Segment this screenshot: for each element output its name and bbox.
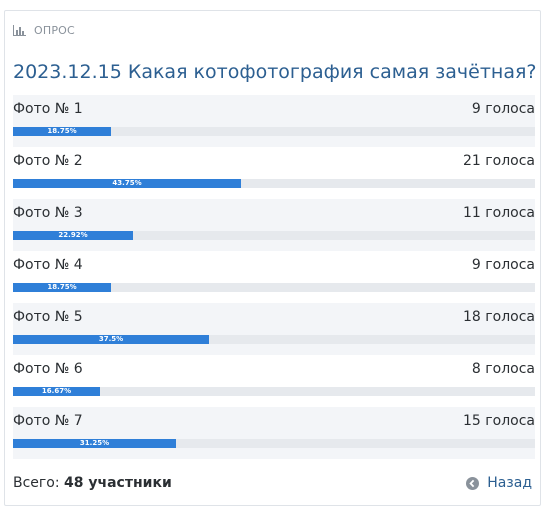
- progress-percent: 43.75%: [112, 179, 142, 187]
- option-votes: 9 голоса: [471, 101, 535, 117]
- progress-fill: 31.25%: [13, 439, 176, 448]
- progress-track: 22.92%: [13, 231, 535, 240]
- poll-title: 2023.12.15 Какая котофотография самая за…: [13, 61, 537, 83]
- option-label: Фото № 1: [13, 101, 83, 117]
- progress-track: 18.75%: [13, 283, 535, 292]
- poll-option: Фото № 2 21 голоса 43.75%: [13, 147, 535, 199]
- poll-header: ОПРОС: [13, 24, 75, 37]
- progress-fill: 37.5%: [13, 335, 209, 344]
- total-participants: Всего: 48 участники: [13, 475, 172, 491]
- poll-header-label: ОПРОС: [34, 24, 75, 37]
- progress-track: 43.75%: [13, 179, 535, 188]
- poll-option: Фото № 5 18 голоса 37.5%: [13, 303, 535, 355]
- poll-option: Фото № 4 9 голоса 18.75%: [13, 251, 535, 303]
- poll-option: Фото № 3 11 голоса 22.92%: [13, 199, 535, 251]
- bar-chart-icon: [13, 25, 26, 36]
- progress-track: 31.25%: [13, 439, 535, 448]
- progress-fill: 16.67%: [13, 387, 100, 396]
- option-label: Фото № 6: [13, 361, 83, 377]
- poll-footer: Всего: 48 участники Назад: [13, 475, 532, 495]
- progress-fill: 22.92%: [13, 231, 133, 240]
- back-label: Назад: [487, 475, 532, 491]
- option-votes: 11 голоса: [463, 205, 535, 221]
- progress-fill: 18.75%: [13, 127, 111, 136]
- progress-percent: 37.5%: [98, 335, 124, 343]
- option-votes: 15 голоса: [463, 413, 535, 429]
- progress-percent: 18.75%: [47, 283, 77, 291]
- progress-percent: 16.67%: [41, 387, 72, 395]
- poll-option: Фото № 1 9 голоса 18.75%: [13, 95, 535, 147]
- option-votes: 9 голоса: [471, 257, 535, 273]
- option-label: Фото № 7: [13, 413, 83, 429]
- progress-percent: 18.75%: [47, 127, 77, 135]
- poll-card: ОПРОС 2023.12.15 Какая котофотография са…: [4, 10, 541, 506]
- option-votes: 18 голоса: [463, 309, 535, 325]
- option-label: Фото № 5: [13, 309, 83, 325]
- poll-option: Фото № 6 8 голоса 16.67%: [13, 355, 535, 407]
- poll-option: Фото № 7 15 голоса 31.25%: [13, 407, 535, 459]
- total-value: 48 участники: [64, 475, 172, 491]
- progress-track: 16.67%: [13, 387, 535, 396]
- option-votes: 21 голоса: [463, 153, 535, 169]
- option-votes: 8 голоса: [471, 361, 535, 377]
- progress-fill: 18.75%: [13, 283, 111, 292]
- progress-track: 18.75%: [13, 127, 535, 136]
- total-label: Всего:: [13, 475, 60, 491]
- option-label: Фото № 4: [13, 257, 83, 273]
- poll-options: Фото № 1 9 голоса 18.75% Фото № 2 21 голоса 4…: [5, 95, 540, 459]
- back-link[interactable]: Назад: [466, 475, 532, 491]
- progress-percent: 31.25%: [79, 439, 110, 447]
- progress-fill: 43.75%: [13, 179, 241, 188]
- option-label: Фото № 2: [13, 153, 83, 169]
- arrow-left-circle-icon: [466, 476, 480, 490]
- progress-track: 37.5%: [13, 335, 535, 344]
- progress-percent: 22.92%: [58, 231, 88, 239]
- option-label: Фото № 3: [13, 205, 83, 221]
